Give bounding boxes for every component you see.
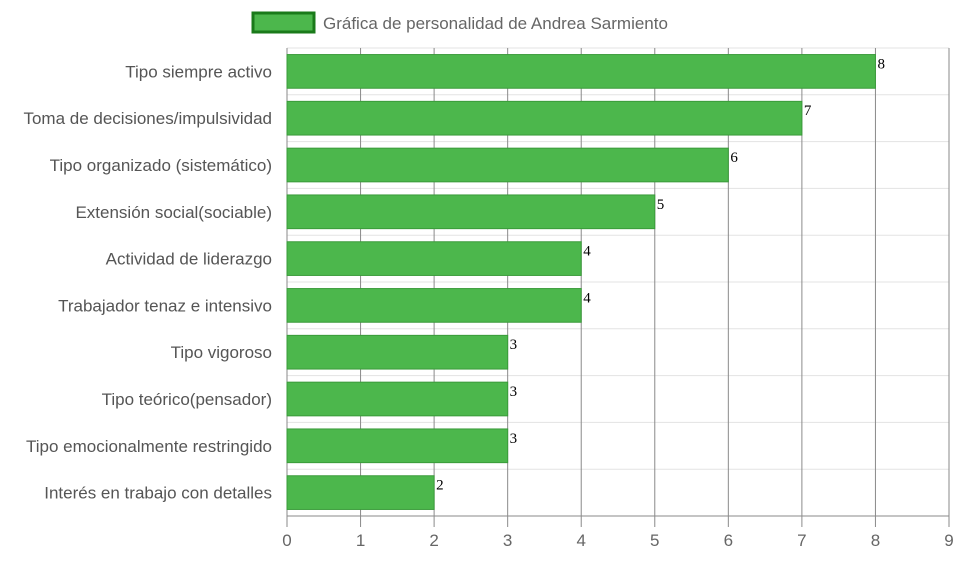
bar[interactable] xyxy=(286,428,509,464)
x-tick-label: 8 xyxy=(871,531,880,550)
bar-value-label: 2 xyxy=(436,478,444,494)
bar[interactable] xyxy=(286,147,729,183)
data-labels: 8 7 6 5 4 4 3 3 3 2 xyxy=(436,56,885,493)
category-label: Tipo emocionalmente restringido xyxy=(26,437,272,456)
x-axis-ticks: 0 1 2 3 4 5 6 7 8 9 xyxy=(282,531,953,550)
bar-value-label: 4 xyxy=(583,244,591,260)
bar-value-label: 3 xyxy=(510,431,517,447)
category-label: Actividad de liderazgo xyxy=(106,250,272,269)
category-label: Tipo siempre activo xyxy=(125,62,272,81)
category-label: Toma de decisiones/impulsividad xyxy=(23,109,272,128)
bar-value-label: 3 xyxy=(510,337,517,353)
bar[interactable] xyxy=(286,100,803,136)
bar[interactable] xyxy=(286,475,435,510)
bar-value-label: 3 xyxy=(510,384,517,400)
bar-value-label: 5 xyxy=(657,197,665,213)
bar-value-label: 8 xyxy=(877,56,885,72)
bar-value-label: 7 xyxy=(804,103,812,119)
category-label: Tipo teórico(pensador) xyxy=(102,390,272,409)
bar[interactable] xyxy=(286,288,582,323)
x-tick-label: 9 xyxy=(944,531,953,550)
x-tick-label: 1 xyxy=(356,531,365,550)
bar[interactable] xyxy=(286,334,509,370)
bar[interactable] xyxy=(286,381,509,417)
bar[interactable] xyxy=(286,194,656,230)
legend[interactable]: Gráfica de personalidad de Andrea Sarmie… xyxy=(251,11,668,34)
category-labels: Tipo siempre activo Toma de decisiones/im… xyxy=(23,62,272,502)
category-label: Interés en trabajo con detalles xyxy=(44,484,272,503)
legend-swatch[interactable] xyxy=(251,11,316,34)
x-tick-label: 6 xyxy=(724,531,733,550)
bar-value-label: 4 xyxy=(583,290,591,306)
bars xyxy=(286,54,876,510)
x-tick-label: 4 xyxy=(576,531,585,550)
bar[interactable] xyxy=(286,54,876,89)
x-tick-label: 0 xyxy=(282,531,291,550)
x-tick-label: 7 xyxy=(797,531,806,550)
x-tick-label: 5 xyxy=(650,531,659,550)
category-label: Trabajador tenaz e intensivo xyxy=(58,296,272,315)
category-label: Extensión social(sociable) xyxy=(75,203,272,222)
legend-label[interactable]: Gráfica de personalidad de Andrea Sarmie… xyxy=(323,14,668,33)
category-label: Tipo vigoroso xyxy=(171,343,272,362)
x-tick-label: 2 xyxy=(429,531,438,550)
bar-value-label: 6 xyxy=(730,150,738,166)
bar[interactable] xyxy=(286,241,582,276)
x-tick-label: 3 xyxy=(503,531,512,550)
category-label: Tipo organizado (sistemático) xyxy=(50,156,272,175)
